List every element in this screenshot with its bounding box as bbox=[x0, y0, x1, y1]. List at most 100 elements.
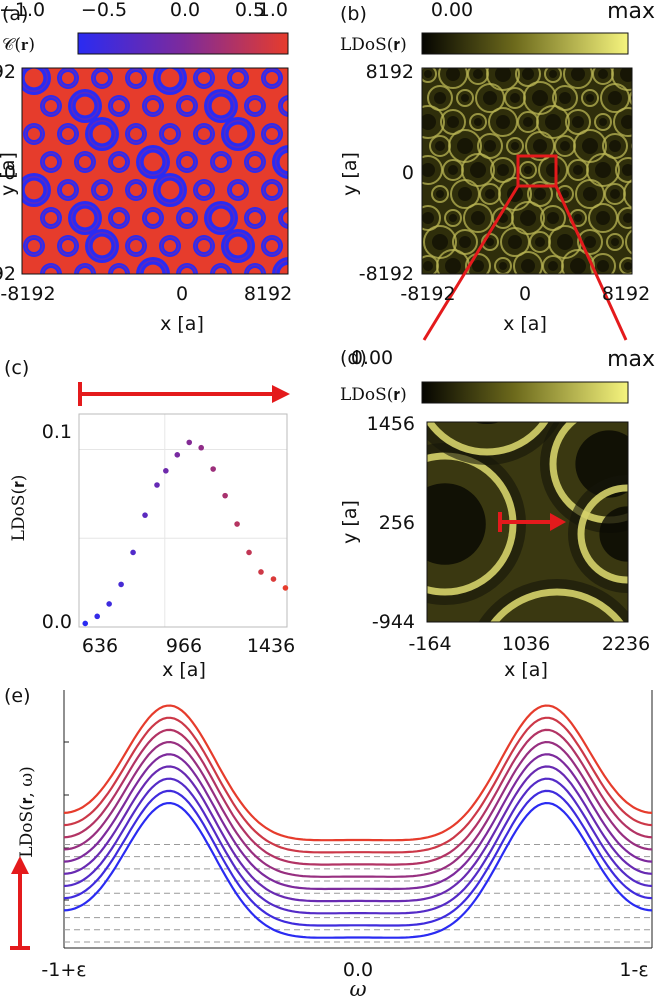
colorbar-a-tick-3: 0.5 bbox=[235, 0, 265, 21]
heatmap-b-ring-3 bbox=[486, 68, 520, 91]
heatmap-b-dark-27 bbox=[435, 141, 445, 151]
heatmap-a-core-71 bbox=[317, 268, 329, 280]
zoom-line-right bbox=[554, 185, 628, 341]
e-ylabel: LDoS(𝐫, ω) bbox=[17, 766, 37, 857]
d-ytick-1: 256 bbox=[379, 512, 415, 534]
b-ylabel: y [a] bbox=[339, 152, 361, 196]
heatmap-b-dark-11 bbox=[483, 91, 497, 105]
c-points bbox=[82, 439, 289, 627]
heatmap-a-edge-35 bbox=[314, 153, 331, 170]
heatmap-b-dark-13 bbox=[532, 90, 548, 106]
heatmap-b-dark-54 bbox=[422, 212, 434, 224]
e-series-line-6 bbox=[63, 728, 653, 866]
d-arrow-head bbox=[550, 513, 566, 531]
heatmap-a-edge-15 bbox=[245, 96, 265, 116]
heatmap-b-ring-17 bbox=[629, 90, 632, 106]
panel-label-d: (d) bbox=[340, 347, 367, 369]
heatmap-a-core-27 bbox=[44, 155, 58, 169]
heatmap-b-ring-53 bbox=[623, 179, 632, 209]
heatmap-b-dark-52 bbox=[610, 189, 620, 199]
c-point-8 bbox=[174, 452, 181, 458]
heatmap-a-core-59 bbox=[197, 239, 211, 253]
heatmap-a-core-25 bbox=[265, 127, 279, 141]
heatmap-b-ring-25 bbox=[594, 113, 612, 131]
heatmap-a-edge-19 bbox=[58, 124, 78, 144]
heatmap-a-edge-53 bbox=[314, 209, 331, 226]
heatmap-a-core-18 bbox=[27, 127, 41, 141]
heatmap-a-core-51 bbox=[248, 211, 262, 225]
b-xtick-1: 0 bbox=[519, 283, 531, 305]
heatmap-a-edge-64 bbox=[75, 264, 95, 274]
heatmap-a-core-69 bbox=[248, 267, 262, 274]
heatmap-a-edge-21 bbox=[126, 124, 146, 144]
panel-label-c: (c) bbox=[4, 357, 29, 379]
heatmap-a-core-46 bbox=[75, 208, 95, 228]
heatmap-a-blob-44 bbox=[289, 173, 323, 207]
heatmap-a-blob-17 bbox=[312, 95, 334, 117]
heatmap-b-ring-8 bbox=[611, 68, 632, 91]
heatmap-a-core-40 bbox=[160, 180, 180, 200]
b-ytick-1: 0 bbox=[402, 162, 414, 184]
heatmap-b-dark-22 bbox=[523, 117, 533, 127]
heatmap-a-edge-27 bbox=[41, 152, 61, 172]
heatmap-b-dark-61 bbox=[596, 211, 610, 225]
heatmap-b-dark-9 bbox=[434, 92, 446, 104]
heatmap-a-blob-71 bbox=[312, 263, 334, 285]
heatmap-b-dark-49 bbox=[534, 188, 546, 200]
heatmap-b-dark-5 bbox=[549, 70, 557, 78]
heatmap-b-dark-75 bbox=[499, 262, 507, 270]
heatmap-b-ring-58 bbox=[511, 201, 545, 235]
heatmap-a-edge-14 bbox=[206, 91, 236, 121]
heatmap-b-ring-80 bbox=[619, 257, 632, 274]
heatmap-a-core-49 bbox=[180, 211, 194, 225]
heatmap-a-core-13 bbox=[180, 99, 194, 113]
heatmap-a-edge-45 bbox=[41, 208, 61, 228]
heatmap-a-edge-17 bbox=[314, 97, 331, 114]
heatmap-a-core-30 bbox=[143, 152, 163, 172]
heatmap-b-dark-55 bbox=[449, 214, 457, 222]
heatmap-b-ring-15 bbox=[581, 89, 599, 107]
heatmap-a-edge-7 bbox=[262, 68, 282, 88]
heatmap-a-edge-65 bbox=[109, 264, 129, 274]
heatmap-b-dark-14 bbox=[559, 92, 571, 104]
heatmap-a-core-28 bbox=[78, 155, 92, 169]
heatmap-a-edge-1 bbox=[58, 68, 78, 88]
e-series-line-7 bbox=[63, 716, 653, 854]
heatmap-b-dark-33 bbox=[582, 138, 598, 154]
d-ytick-0: 1456 bbox=[367, 413, 415, 435]
heatmap-a-core-20 bbox=[92, 124, 112, 144]
zoom-line-left bbox=[422, 185, 520, 341]
heatmap-b-dark-47 bbox=[485, 189, 495, 199]
heatmap-a-blob-53 bbox=[312, 207, 334, 229]
heatmap-b-dark-42 bbox=[573, 165, 583, 175]
heatmap-d-shadow-3 bbox=[478, 579, 628, 622]
heatmap-b-dark-40 bbox=[524, 166, 532, 174]
heatmap-b-dark-8 bbox=[620, 68, 632, 82]
c-point-12 bbox=[222, 492, 228, 499]
e-xtick-1: 0.0 bbox=[343, 959, 373, 981]
heatmap-a-core-52 bbox=[282, 212, 288, 224]
heatmap-b-dark-64 bbox=[459, 236, 471, 248]
heatmap-a-blob-62 bbox=[295, 235, 317, 257]
heatmap-b-dark-35 bbox=[636, 142, 644, 150]
c-xtick-1: 966 bbox=[166, 635, 202, 657]
heatmap-b-dark-23 bbox=[545, 114, 561, 130]
heatmap-a-edge-29 bbox=[109, 152, 129, 172]
colorbar-b-min: 0.00 bbox=[431, 0, 473, 21]
colorbar-b bbox=[421, 32, 629, 55]
heatmap-a-core-35 bbox=[317, 156, 329, 168]
heatmap-a-core-66 bbox=[143, 264, 163, 274]
heatmap-a-edge-54 bbox=[24, 236, 44, 256]
colorbar-a-tick-0: −1.0 bbox=[0, 0, 45, 21]
heatmap-b-dark-67 bbox=[535, 237, 545, 247]
heatmap-a-core-3 bbox=[129, 71, 143, 85]
colorbar-d-label: LDoS(𝐫) bbox=[340, 385, 407, 405]
heatmap-b-dark-60 bbox=[574, 214, 582, 222]
heatmap-b-ring-50 bbox=[556, 185, 574, 203]
heatmap-a-core-53 bbox=[317, 212, 329, 224]
heatmap-b-ring-45 bbox=[431, 185, 449, 203]
heatmap-d bbox=[427, 422, 628, 622]
heatmap-a-core-45 bbox=[44, 211, 58, 225]
zoom-box bbox=[516, 154, 558, 188]
heatmap-a-core-16 bbox=[282, 100, 288, 112]
